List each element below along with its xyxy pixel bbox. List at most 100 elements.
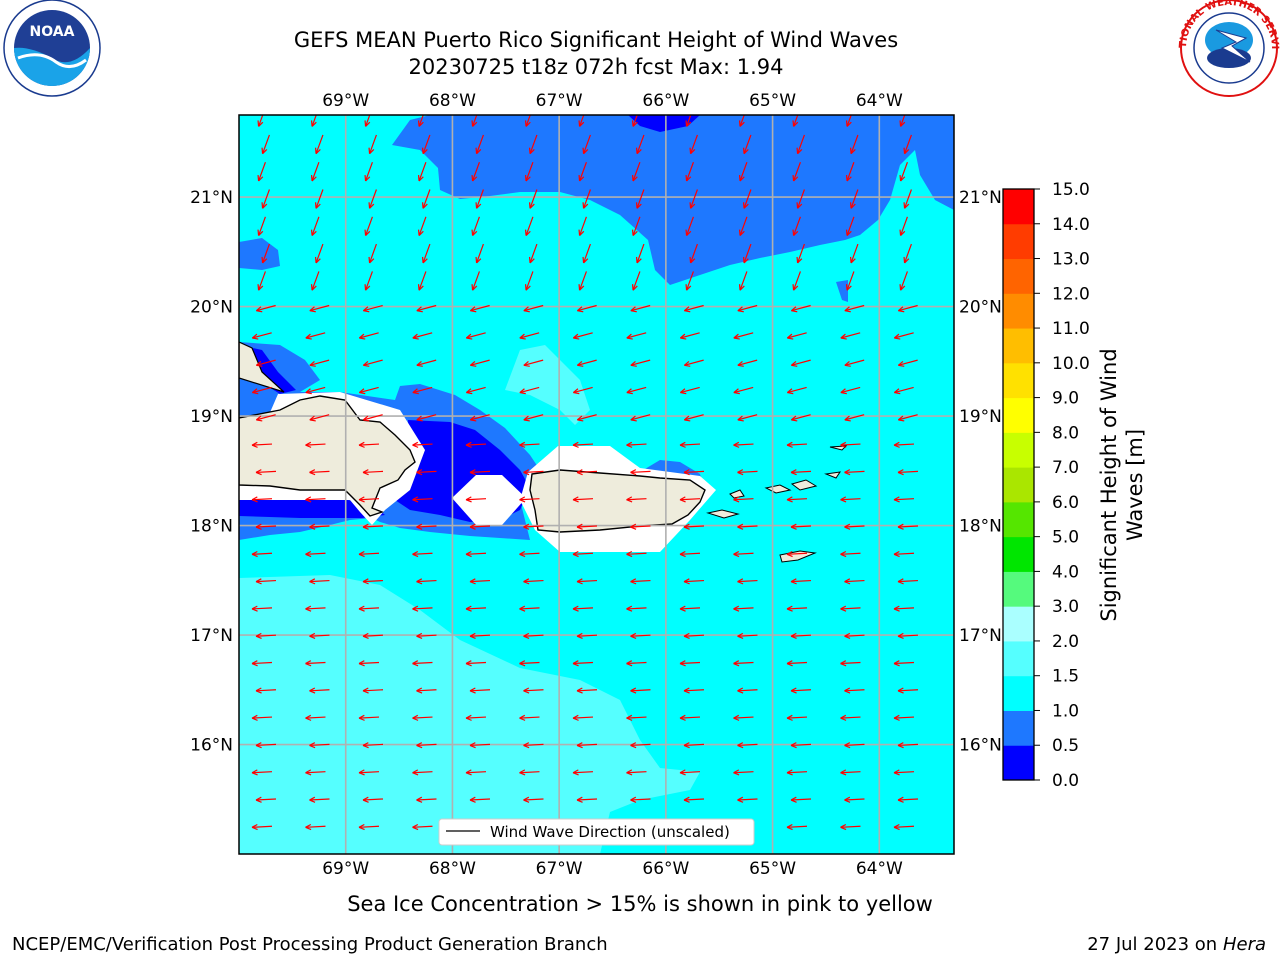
- wind-wave-arrow: [421, 134, 431, 155]
- wind-wave-arrow: [358, 660, 380, 667]
- wind-wave-arrow: [469, 796, 491, 803]
- wind-wave-arrow: [576, 469, 598, 476]
- colorbar-segment: [1003, 710, 1034, 746]
- wind-wave-arrow: [742, 243, 752, 264]
- wind-wave-arrow: [523, 469, 544, 476]
- wind-wave-arrow: [679, 386, 700, 395]
- wind-wave-arrow: [893, 332, 914, 340]
- land-culebra: [729, 489, 745, 499]
- wind-wave-arrow: [631, 271, 641, 291]
- wind-wave-arrow: [844, 742, 865, 749]
- lat-tick-label: 16°N: [959, 736, 1002, 756]
- wind-wave-arrow: [578, 115, 585, 127]
- colorbar-segment: [1003, 640, 1034, 677]
- wind-wave-arrow: [897, 632, 919, 640]
- wind-wave-arrow: [362, 359, 383, 367]
- lon-labels-top: 69°W 68°W 67°W 66°W 65°W 64°W: [322, 91, 903, 111]
- footer-date: 27 Jul 2023 on Hera: [1087, 934, 1266, 955]
- wind-wave-arrow: [572, 496, 594, 503]
- wind-wave-arrow: [893, 386, 914, 395]
- wind-wave-arrow: [737, 414, 758, 422]
- wind-wave-arrow: [358, 441, 380, 448]
- colorbar-segment: [1003, 223, 1034, 260]
- wind-wave-arrow: [412, 550, 433, 558]
- wind-wave-arrow: [630, 359, 651, 367]
- wind-wave-arrow: [475, 189, 484, 209]
- wind-wave-arrow: [626, 660, 647, 667]
- wind-wave-arrow: [733, 714, 754, 721]
- wind-wave-arrow: [840, 823, 861, 831]
- wave-0.5-1.0m-patch-nw: [239, 238, 280, 270]
- wind-wave-arrow: [314, 243, 324, 264]
- wind-wave-arrow: [679, 714, 701, 721]
- wind-wave-arrow: [840, 605, 861, 612]
- wind-wave-arrow: [576, 796, 598, 803]
- wind-wave-arrow: [840, 441, 861, 448]
- arrow-legend-label: Wind Wave Direction (unscaled): [490, 823, 730, 841]
- wind-wave-arrow: [523, 578, 544, 585]
- land-puerto-rico: [529, 469, 706, 533]
- wind-wave-arrow: [790, 632, 812, 640]
- wind-wave-arrow: [416, 414, 437, 422]
- wind-wave-arrow: [626, 496, 647, 503]
- wind-wave-arrow: [786, 550, 808, 558]
- wind-wave-arrow: [626, 441, 647, 448]
- lon-tick-label: 65°W: [749, 859, 796, 879]
- wind-wave-arrow: [471, 161, 480, 182]
- wind-wave-arrow: [465, 714, 487, 721]
- wind-wave-arrow: [309, 523, 330, 530]
- wind-wave-arrow: [364, 161, 373, 182]
- wind-wave-arrow: [251, 605, 273, 612]
- wind-wave-arrow: [523, 742, 544, 749]
- wind-wave-arrow: [255, 523, 277, 530]
- wind-wave-arrow: [251, 769, 273, 776]
- wind-wave-arrow: [465, 386, 486, 395]
- colorbar-tick-label: 10.0: [1052, 354, 1090, 374]
- wind-wave-arrow: [733, 386, 754, 395]
- wind-wave-arrow: [358, 605, 380, 612]
- wind-wave-arrow: [683, 304, 704, 313]
- wind-wave-arrow: [523, 796, 544, 803]
- wind-wave-arrow: [897, 469, 919, 476]
- lat-tick-label: 17°N: [959, 626, 1002, 646]
- lat-tick-label: 18°N: [959, 517, 1002, 537]
- wind-wave-arrow: [469, 632, 491, 640]
- wind-wave-arrow: [528, 243, 538, 264]
- wind-wave-arrow: [840, 386, 861, 395]
- wind-wave-arrow: [790, 304, 811, 313]
- lon-tick-label: 64°W: [856, 91, 903, 111]
- wind-wave-arrow: [519, 550, 540, 558]
- wind-wave-arrow: [519, 496, 540, 503]
- wind-wave-arrow: [845, 271, 855, 291]
- wind-wave-arrow: [840, 550, 861, 558]
- wind-wave-arrow: [524, 115, 531, 127]
- wind-wave-arrow: [358, 823, 380, 831]
- wind-wave-arrow: [786, 332, 807, 340]
- wind-wave-arrow: [309, 796, 330, 803]
- wind-wave-arrow: [417, 115, 424, 127]
- wind-wave-arrow: [893, 823, 915, 831]
- wind-wave-arrow: [310, 161, 320, 182]
- wind-wave-arrow: [364, 115, 371, 127]
- wind-wave-arrow: [786, 714, 808, 721]
- colorbar-tick-label: 6.0: [1052, 493, 1079, 513]
- wind-wave-arrow: [475, 134, 484, 155]
- wind-wave-arrow: [255, 796, 277, 803]
- wind-wave-arrow: [630, 578, 651, 585]
- wind-wave-arrow: [897, 523, 919, 530]
- noaa-logo-text: NOAA: [30, 24, 75, 40]
- footer-date-text: 27 Jul 2023 on: [1087, 934, 1223, 955]
- wind-wave-arrow: [471, 216, 480, 237]
- wind-wave-arrow: [416, 687, 437, 694]
- wind-wave-arrow: [416, 523, 437, 530]
- colorbar-segment: [1003, 745, 1034, 781]
- wind-wave-arrow: [737, 742, 758, 749]
- colorbar-segment: [1003, 536, 1034, 572]
- wind-wave-arrow: [893, 496, 915, 503]
- colorbar-tick-label: 4.0: [1052, 562, 1079, 582]
- lon-labels-bottom: 69°W 68°W 67°W 66°W 65°W 64°W: [322, 859, 903, 879]
- wind-wave-arrow: [737, 687, 758, 694]
- wind-wave-arrow: [576, 578, 598, 585]
- wind-wave-arrow: [572, 441, 594, 448]
- colorbar-segment: [1003, 328, 1034, 364]
